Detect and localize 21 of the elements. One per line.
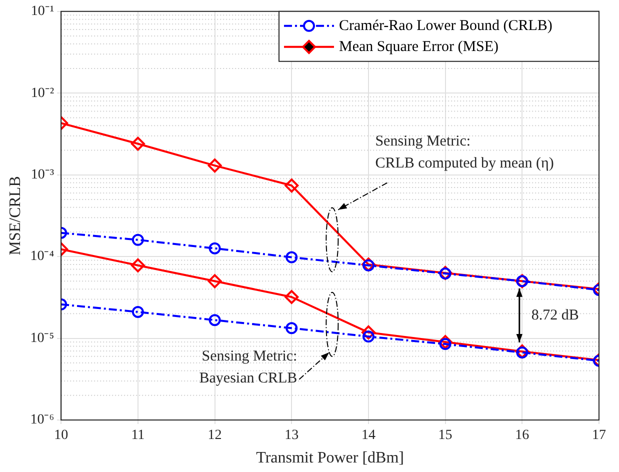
legend-label: Mean Square Error (MSE) (339, 38, 499, 55)
y-tick-label: 10⁻⁵ (30, 330, 54, 346)
y-tick-label: 10⁻⁶ (30, 412, 54, 428)
legend-label: Cramér-Rao Lower Bound (CRLB) (339, 18, 552, 34)
x-tick-label: 11 (131, 428, 145, 444)
annotation: Sensing Metric: CRLB computed by mean (η) (375, 134, 554, 172)
x-tick-label: 12 (208, 428, 222, 444)
x-tick-label: 17 (592, 428, 606, 444)
x-tick-label: 15 (438, 428, 452, 444)
x-tick-label: 13 (284, 428, 299, 444)
x-tick-label: 10 (54, 428, 68, 444)
y-tick-label: 10⁻³ (30, 168, 54, 183)
x-tick-label: 14 (361, 428, 376, 444)
y-tick-label: 10⁻⁴ (30, 249, 54, 264)
x-axis-title: Transmit Power [dBm] (256, 450, 404, 467)
annotation: 8.72 dB (531, 307, 579, 324)
y-axis-title: MSE/CRLB (6, 176, 24, 256)
annotation: Sensing Metric: Bayesian CRLB (199, 348, 298, 386)
y-tick-label: 10⁻² (30, 86, 54, 101)
y-tick-label: 10⁻¹ (30, 4, 54, 20)
x-tick-label: 16 (515, 428, 530, 444)
